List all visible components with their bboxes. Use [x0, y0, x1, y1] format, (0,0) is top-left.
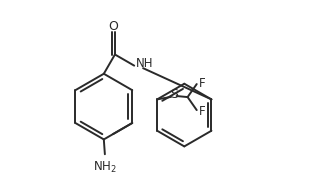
Text: F: F [199, 105, 206, 118]
Text: F: F [199, 76, 206, 89]
Text: NH$_2$: NH$_2$ [93, 160, 117, 175]
Text: O: O [109, 21, 118, 33]
Text: S: S [170, 88, 178, 101]
Text: NH: NH [136, 57, 153, 70]
